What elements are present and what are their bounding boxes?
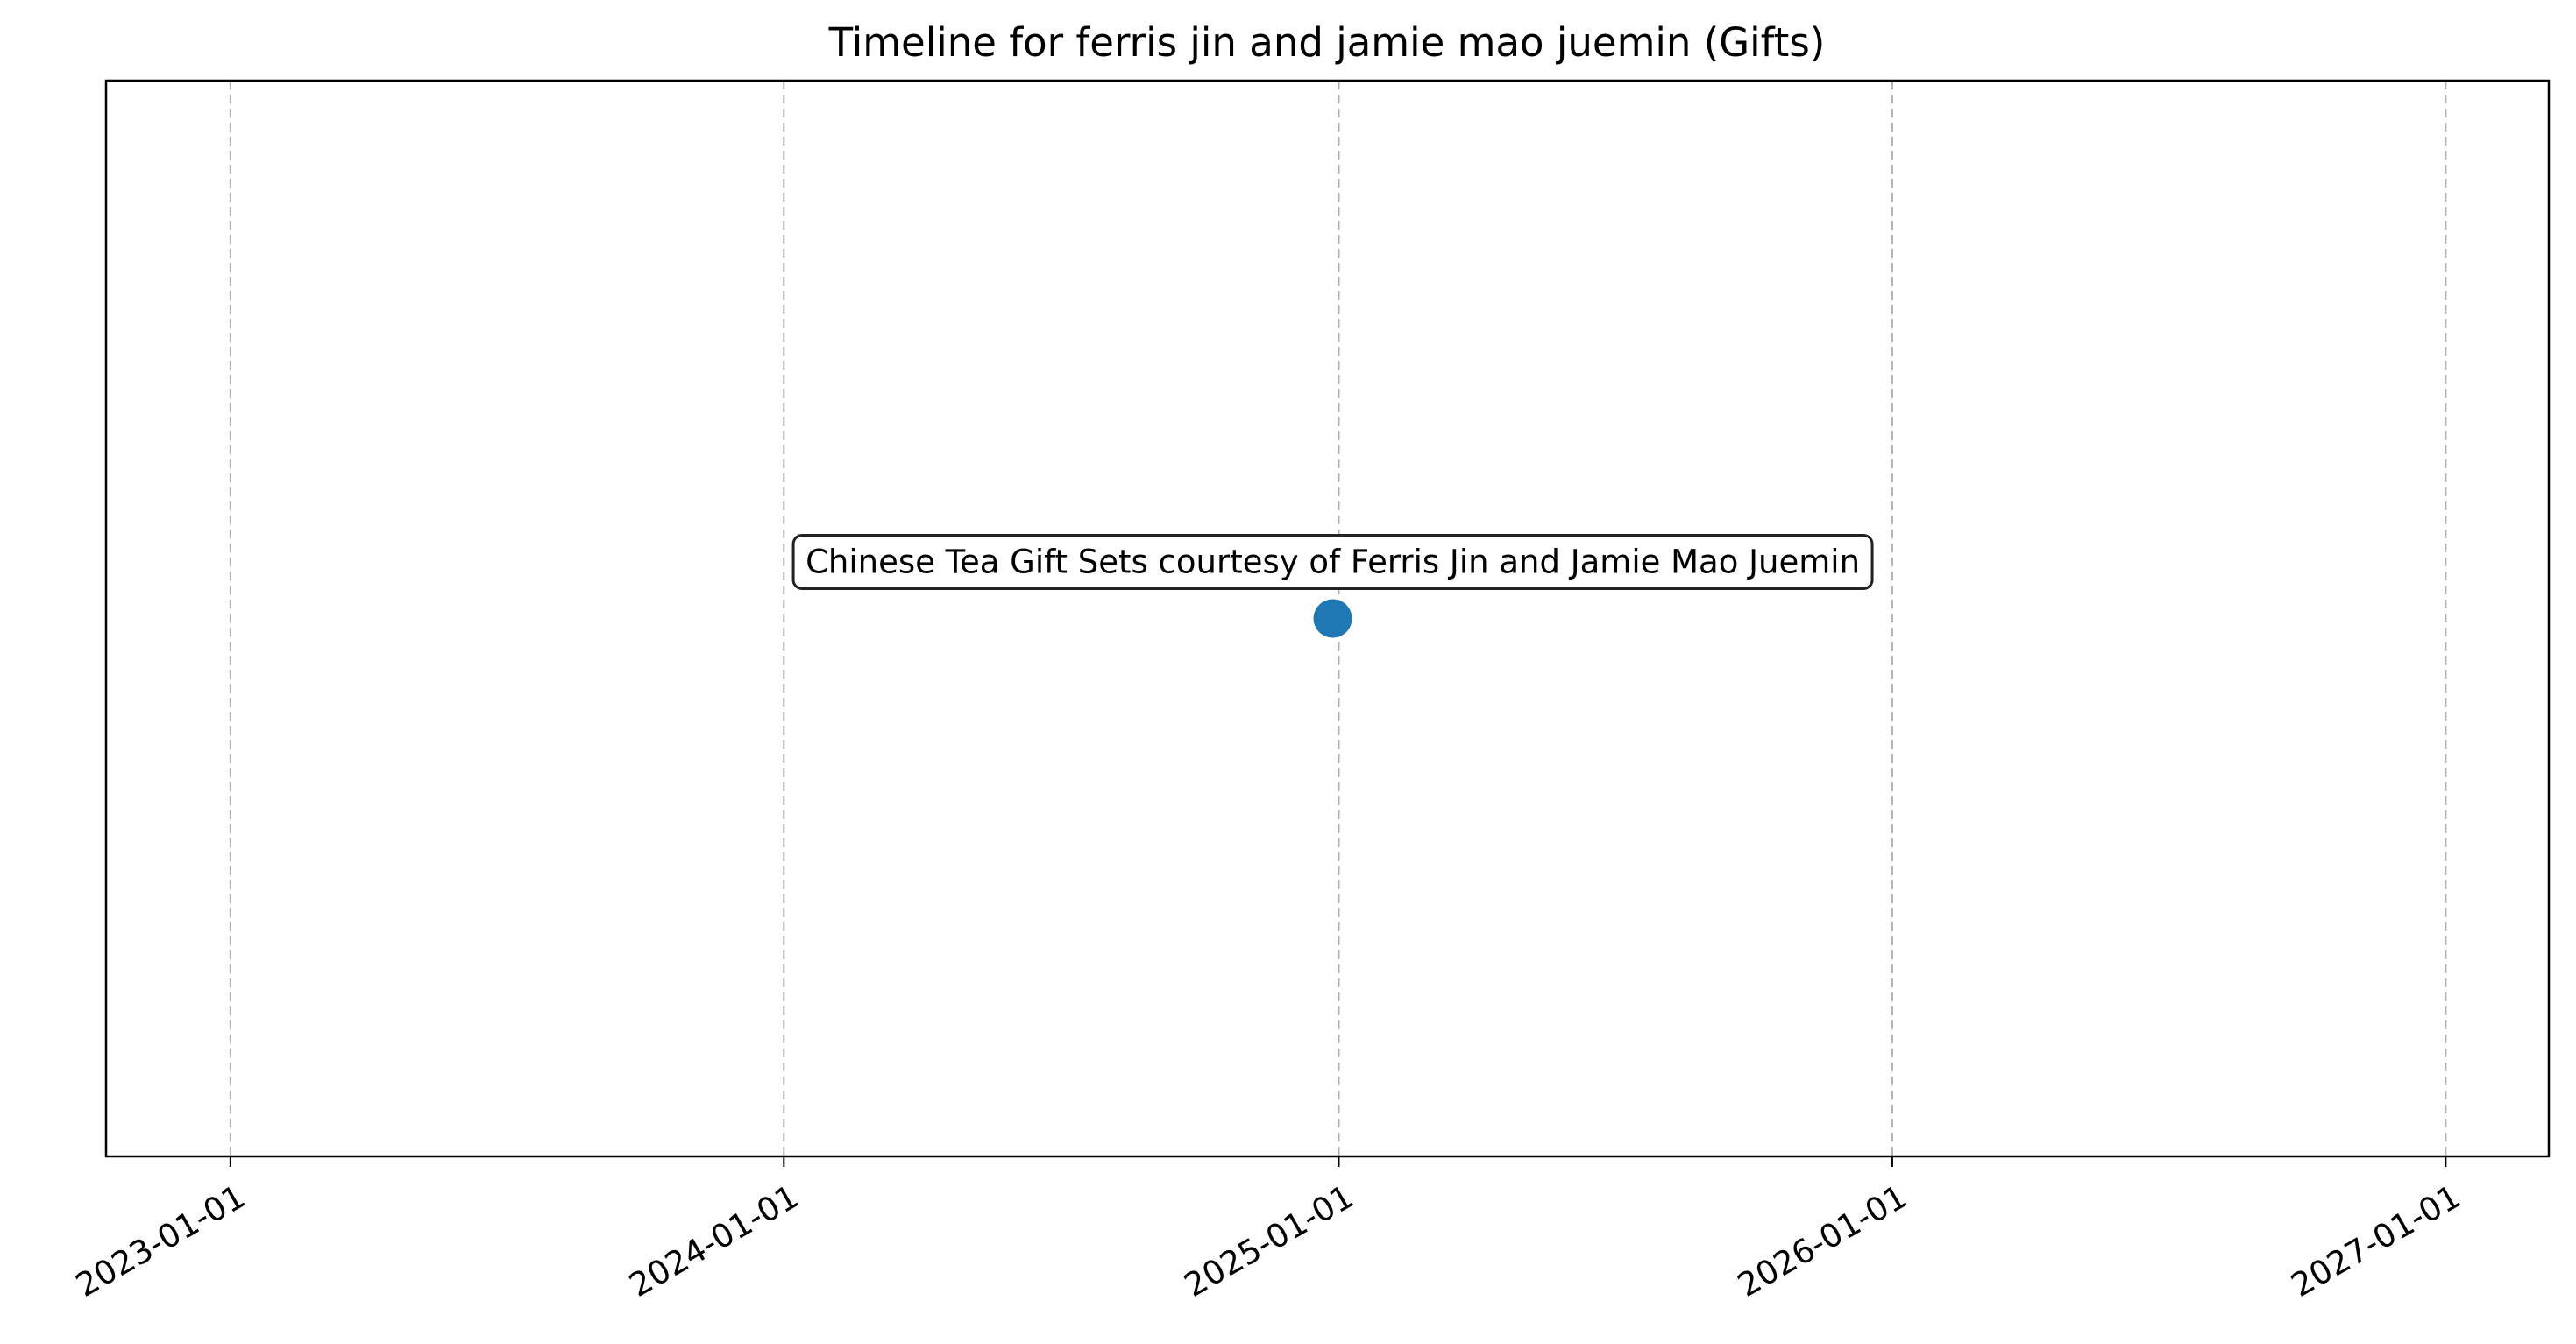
x-tick-label: 2026-01-01 [1731,1177,1913,1305]
event-label-box [791,534,1874,590]
plot-area-frame [104,79,2551,1158]
x-tick-label: 2025-01-01 [1178,1177,1360,1305]
data-points: Chinese Tea Gift Sets courtesy of Ferris… [791,534,1874,638]
chart-title: Timeline for ferris jin and jamie mao ju… [828,19,1826,66]
x-tick-label: 2023-01-01 [69,1177,252,1305]
x-axis-ticks: 2023-01-01 2024-01-01 2025-01-01 2026-01-01… [69,1156,2466,1305]
event-label: Chinese Tea Gift Sets courtesy of Ferris… [805,544,1860,581]
event-marker [1313,599,1352,638]
x-tick-label: 2027-01-01 [2285,1177,2467,1305]
timeline-event: Chinese Tea Gift Sets courtesy of Ferris… [791,534,1874,638]
x-tick-label: 2024-01-01 [623,1177,805,1305]
